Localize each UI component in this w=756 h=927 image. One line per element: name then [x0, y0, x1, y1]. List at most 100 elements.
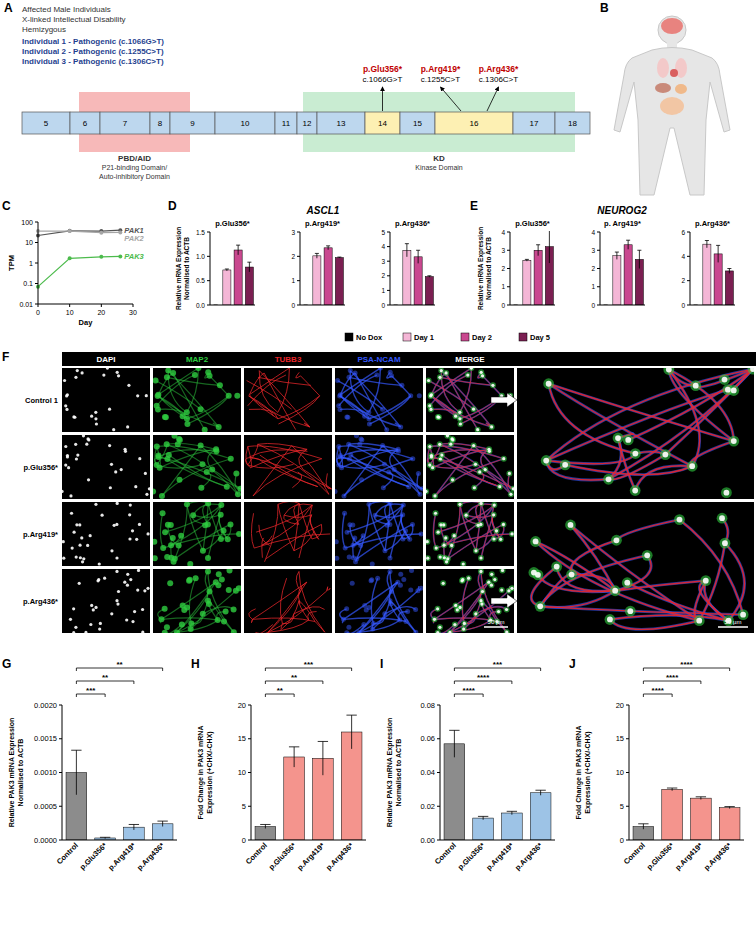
nucleus: [165, 368, 171, 374]
nucleus: [484, 468, 487, 471]
nucleus: [378, 368, 383, 371]
label: c.1066G>T: [363, 75, 403, 84]
exon: [70, 112, 100, 134]
nucleus: [466, 373, 469, 376]
bar: [662, 789, 683, 840]
bar: [523, 260, 531, 305]
nucleus: [428, 463, 431, 466]
micrograph-bg: [244, 502, 332, 566]
y-tick-label: 3: [381, 258, 385, 265]
y-tick-label: 1: [29, 260, 33, 267]
nucleus: [605, 614, 616, 625]
nucleus: [346, 625, 351, 630]
neurite: [492, 505, 501, 539]
nucleus: [153, 488, 156, 494]
bar: [284, 757, 305, 840]
nucleus: [498, 485, 501, 488]
nucleus: [354, 556, 359, 561]
nucleus: [491, 536, 497, 542]
nucleus: [72, 531, 75, 534]
neurite: [208, 571, 234, 632]
label: 15: [413, 119, 422, 128]
nucleus: [129, 578, 132, 581]
nucleus: [85, 443, 88, 446]
nucleus: [419, 531, 423, 536]
nucleus: [141, 631, 144, 633]
nucleus: [472, 408, 475, 411]
error-bar: [416, 250, 420, 263]
nucleus: [358, 543, 363, 548]
nucleus: [457, 421, 463, 427]
bar: [530, 793, 551, 840]
neurite: [476, 531, 497, 551]
neurite: [485, 470, 513, 489]
nucleus: [509, 493, 512, 496]
panel-label: D: [168, 199, 177, 213]
significance-label: ***: [493, 660, 503, 669]
y-tick: [597, 232, 600, 233]
nucleus: [630, 448, 641, 459]
nucleus: [76, 369, 79, 372]
chart-title: p.Glu356*: [215, 219, 250, 228]
label: 9: [190, 119, 195, 128]
y-tick: [248, 772, 251, 773]
nucleus: [146, 587, 149, 590]
neurite: [278, 396, 320, 419]
nucleus: [478, 502, 484, 506]
y-tick-label: 5: [242, 802, 246, 811]
nucleus: [131, 529, 134, 532]
y-tick-label: 10: [25, 239, 33, 246]
nucleus: [131, 620, 134, 623]
y-tick: [297, 305, 300, 306]
micrograph: [62, 502, 150, 566]
nucleus: [448, 631, 451, 633]
nucleus: [110, 612, 113, 615]
neurite: [249, 409, 278, 419]
nucleus: [153, 555, 158, 561]
nucleus: [426, 488, 429, 494]
nucleus: [551, 561, 562, 572]
neurite: [253, 459, 322, 496]
nucleus: [62, 557, 65, 560]
nucleus: [370, 627, 375, 632]
micrograph: [244, 569, 332, 633]
neurite: [347, 624, 364, 633]
bar: [335, 258, 343, 305]
nucleus: [439, 452, 445, 458]
bar: [502, 813, 523, 840]
nucleus: [495, 529, 498, 532]
nucleus: [227, 569, 233, 573]
neurite: [349, 377, 402, 385]
neurite: [256, 632, 268, 633]
neurite: [536, 541, 616, 590]
channel-header: TUBB3: [275, 355, 302, 364]
error-bar: [318, 741, 328, 775]
neurite: [189, 578, 195, 623]
y-tick-label: 1: [501, 283, 505, 290]
nucleus: [382, 462, 387, 467]
nucleus: [335, 489, 338, 494]
nucleus: [69, 494, 72, 497]
series-marker: [118, 254, 122, 258]
nucleus: [66, 454, 69, 457]
y-tick: [507, 305, 510, 306]
bar: [324, 248, 332, 305]
nucleus: [128, 537, 131, 540]
nucleus: [375, 576, 380, 581]
nucleus: [398, 572, 403, 577]
y-tick-label: 1: [591, 283, 595, 290]
variant-arrow: [382, 87, 383, 111]
error-bar: [427, 276, 431, 277]
nucleus: [431, 616, 437, 622]
panel-label: E: [470, 199, 478, 213]
nucleus: [166, 452, 172, 458]
neurite: [177, 592, 210, 633]
nucleus: [231, 606, 237, 612]
nucleus: [481, 590, 484, 593]
nucleus: [501, 456, 507, 462]
nucleus: [354, 435, 359, 438]
nucleus: [481, 374, 484, 377]
nucleus: [344, 606, 349, 611]
neurite: [549, 384, 636, 454]
nucleus: [427, 379, 430, 382]
